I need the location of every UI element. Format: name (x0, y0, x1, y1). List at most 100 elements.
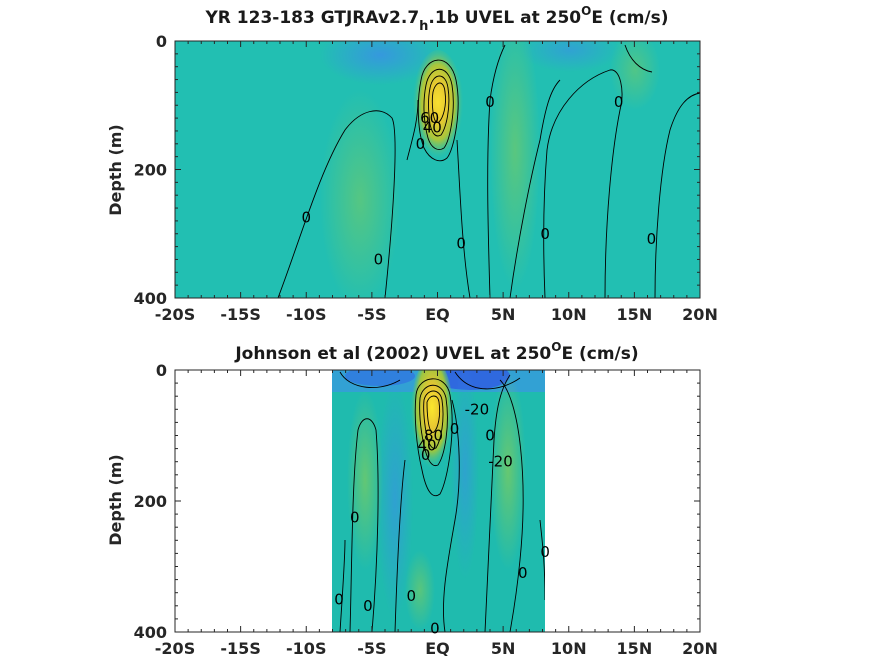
panel-2-south-positive (405, 550, 435, 630)
panel-2-contours (339, 371, 545, 632)
panel-2-contour-edge (539, 519, 545, 601)
panel-2-field (332, 370, 545, 632)
panel-1-contour-jet-outer (417, 59, 459, 162)
contour-label: 0 (416, 135, 426, 153)
contour-label: 60 (420, 109, 439, 127)
x-tick-label: -10S (286, 305, 326, 324)
contour-label: 0 (350, 508, 360, 526)
panel-1-contour-eq-1 (456, 139, 471, 298)
contour-label: 0 (540, 225, 550, 243)
panel-2-west-positive (347, 390, 383, 570)
contour-label: -20 (488, 453, 513, 471)
panel-2-north-positive (490, 370, 526, 570)
contour-label: 0 (334, 590, 344, 608)
contour-label: 40 (417, 436, 436, 454)
panel-1-contour-15n (654, 92, 700, 298)
panel-2-contour-jet-outer (414, 378, 453, 497)
panel-1-contour-jet-2 (423, 68, 454, 150)
panel-1-surface-negative-east (520, 41, 620, 72)
contour-label: 0 (374, 250, 384, 268)
panel-1-title: YR 123-183 GTJRAv2.7h.1b UVEL at 250OE (… (204, 4, 668, 34)
panel-1-jet-core (412, 50, 464, 166)
panel-2-title: Johnson et al (2002) UVEL at 250OE (cm/s… (234, 340, 638, 364)
contour-label: 40 (423, 119, 442, 137)
y-tick-label: 200 (134, 492, 167, 511)
contour-label: 0 (485, 93, 495, 111)
panel-2-contour-surface (339, 371, 401, 388)
panel-1-contour-5n-1 (487, 44, 506, 298)
contour-label: 0 (421, 446, 431, 464)
contour-label: 0 (540, 543, 550, 561)
contour-label: 0 (301, 209, 311, 227)
x-tick-label: -15S (220, 305, 260, 324)
panel-1: YR 123-183 GTJRAv2.7h.1b UVEL at 250OE (… (106, 4, 718, 324)
x-tick-label: 20N (682, 639, 718, 656)
x-tick-label: -5S (357, 305, 386, 324)
contour-label: 0 (430, 620, 440, 638)
x-tick-label: EQ (425, 639, 450, 656)
y-tick-label: 0 (156, 32, 167, 51)
x-tick-label: 15N (617, 305, 653, 324)
y-tick-label: 200 (134, 161, 167, 180)
y-tick-label: 400 (134, 289, 167, 308)
panel-1-contour-5n-2 (509, 79, 561, 298)
y-tick-label: 400 (134, 623, 167, 642)
contour-label: 80 (424, 427, 443, 445)
contour-label: 0 (406, 587, 416, 605)
x-tick-label: 10N (551, 305, 587, 324)
contour-label: 0 (485, 427, 495, 445)
contour-label: 0 (518, 564, 528, 582)
panel-1-north-positive-2 (610, 41, 660, 110)
panel-1-contour-west-2 (406, 99, 419, 161)
panel-2-contour-west-2 (339, 539, 346, 632)
panel-2-contour-jet-4 (426, 395, 441, 433)
panel-2-ylabel: Depth (m) (106, 454, 125, 546)
panel-2-contour-eq (443, 399, 460, 632)
y-tick-label: 0 (156, 361, 167, 380)
x-tick-label: 5N (491, 639, 516, 656)
panel-2-contour-mid (394, 459, 406, 632)
panel-1-surface-negative (320, 41, 440, 85)
x-tick-label: EQ (425, 305, 450, 324)
panel-1-contour-jet-3 (428, 75, 450, 137)
x-tick-label: 20N (682, 305, 718, 324)
panel-1-contour-8n (543, 69, 623, 298)
contour-label: -20 (465, 400, 490, 418)
panel-2-contour-west-cell (349, 418, 379, 632)
panel-2-contour-jet-2 (419, 384, 448, 467)
x-tick-label: -20S (155, 639, 195, 656)
panel-2-contour-n1 (499, 379, 524, 632)
contour-label: 0 (614, 93, 624, 111)
contour-label: 0 (647, 230, 657, 248)
panel-1-field (175, 41, 700, 298)
panel-1-contour-jet-4 (431, 82, 446, 123)
panel-2: Johnson et al (2002) UVEL at 250OE (cm/s… (106, 340, 718, 656)
panel-1-contour-west-1 (277, 110, 396, 298)
panel-1-contour-nw (624, 44, 653, 73)
panel-2-contour-5n (484, 374, 511, 632)
x-tick-label: -15S (220, 639, 260, 656)
x-tick-label: -5S (357, 639, 386, 656)
panel-1-ylabel: Depth (m) (106, 124, 125, 216)
panel-1-contours (277, 44, 700, 298)
panel-2-contour-jet-3 (423, 390, 444, 449)
contour-label: 0 (363, 597, 373, 615)
panel-2-contour-surface-n (454, 371, 521, 390)
x-tick-label: -10S (286, 639, 326, 656)
panel-2-west-negative (377, 380, 413, 620)
panel-2-north-negative (451, 370, 479, 580)
x-tick-label: 10N (551, 639, 587, 656)
contour-label: 0 (450, 420, 460, 438)
contour-label: 0 (456, 234, 466, 252)
panel-2-surface-strong-negative-w (345, 370, 415, 386)
x-tick-label: 5N (491, 305, 516, 324)
panel-1-west-positive (320, 90, 400, 298)
x-tick-label: -20S (155, 305, 195, 324)
panel-1-north-positive (490, 41, 540, 290)
x-tick-label: 15N (617, 639, 653, 656)
